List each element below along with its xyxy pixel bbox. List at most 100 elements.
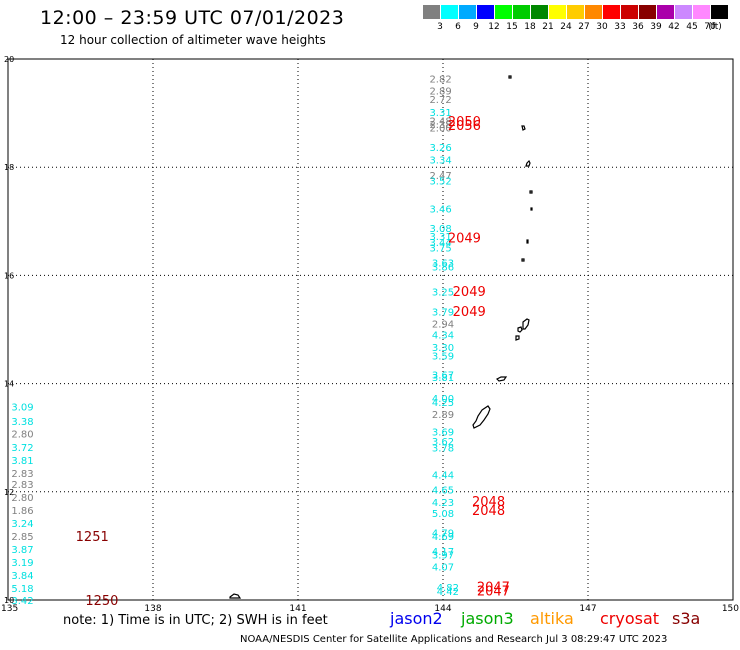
wave-height-label: 3.75 — [429, 243, 451, 254]
wave-height-label: 4.65 — [432, 486, 454, 497]
y-tick-label: 20 — [4, 55, 14, 64]
wave-height-label: 3.79 — [432, 308, 454, 319]
wave-height-label: 2.89 — [429, 86, 451, 97]
time-label: 2049 — [453, 285, 486, 300]
colorbar-label: 33 — [614, 22, 626, 32]
wave-height-label: 4.17 — [432, 547, 454, 558]
colorbar-swatch — [531, 5, 548, 19]
colorbar-label: 21 — [542, 22, 554, 32]
wave-height-label: 1.86 — [11, 506, 33, 517]
island-outline — [515, 335, 520, 341]
wave-height-label: 2.38 — [429, 120, 451, 131]
chart-title: 12:00 – 23:59 UTC 07/01/2023 — [40, 7, 345, 29]
island-outline — [229, 593, 242, 599]
wave-height-label: 4.25 — [432, 398, 454, 409]
wave-height-label: 3.08 — [429, 224, 451, 235]
colorbar-swatch — [423, 5, 440, 19]
x-tick-label: 141 — [289, 604, 306, 614]
time-label: 2048 — [472, 495, 505, 510]
colorbar-swatch — [477, 5, 494, 19]
colorbar-swatch — [567, 5, 584, 19]
island-outline — [495, 376, 508, 382]
wave-height-label: 3.38 — [11, 417, 33, 428]
time-label: 2049 — [448, 232, 481, 247]
colorbar-label: 45 — [686, 22, 698, 32]
wave-height-label: 3.34 — [429, 156, 451, 167]
wave-height-label: 2.85 — [11, 532, 33, 543]
time-label: 1251 — [76, 530, 109, 545]
wave-height-label: 3.84 — [11, 571, 33, 582]
wave-height-label: 3.97 — [432, 551, 454, 562]
wave-height-label: 2.94 — [432, 320, 454, 331]
colorbar-swatch — [585, 5, 602, 19]
wave-height-label: 3.46 — [429, 204, 451, 215]
colorbar-swatch — [549, 5, 566, 19]
satellite-jason2: jason2 — [390, 609, 443, 628]
colorbar-label: 3 — [437, 22, 443, 32]
colorbar-label: 27 — [578, 22, 590, 32]
land-outlines — [229, 75, 533, 599]
x-tick-label: 147 — [579, 604, 596, 614]
colorbar-swatch — [639, 5, 656, 19]
colorbar-swatch — [459, 5, 476, 19]
wave-height-label: 3.62 — [432, 437, 454, 448]
wave-height-label: 4.82 — [437, 583, 459, 594]
time-label: 1250 — [85, 594, 118, 609]
wave-height-label: 2.48 — [429, 117, 451, 128]
wave-height-label: 3.31 — [429, 232, 451, 243]
y-tick-label: 16 — [4, 271, 14, 280]
x-tick-label: 138 — [144, 604, 161, 614]
satellite-s3a: s3a — [672, 609, 701, 628]
time-label: 2047 — [477, 584, 510, 599]
wave-height-label: 3.69 — [432, 428, 454, 439]
y-tick-label: 12 — [4, 488, 14, 497]
wave-height-label: 2.82 — [429, 74, 451, 85]
time-label: 2056 — [448, 119, 481, 134]
island-outline — [522, 318, 530, 330]
wave-height-label: 3.30 — [432, 343, 454, 354]
wave-height-label: 3.67 — [432, 370, 454, 381]
wave-height-label: 3.42 — [11, 596, 33, 607]
wave-height-label: 4.07 — [432, 562, 454, 573]
colorbar-swatch — [603, 5, 620, 19]
wave-height-label: 2.80 — [11, 493, 33, 504]
wave-height-label: 3.81 — [432, 373, 454, 384]
y-tick-label: 14 — [4, 380, 14, 389]
time-label: 2047 — [477, 580, 510, 595]
x-tick-label: 135 — [1, 604, 18, 614]
wave-height-label: 2.80 — [11, 429, 33, 440]
island-outline — [517, 326, 523, 333]
wave-height-label: 3.78 — [432, 443, 454, 454]
wave-height-label: 3.81 — [11, 456, 33, 467]
island-outline — [521, 125, 526, 131]
satellite-altika: altika — [530, 609, 574, 628]
time-label: 2050 — [448, 115, 481, 130]
island-outline — [525, 159, 531, 167]
wave-height-label: 3.86 — [432, 263, 454, 274]
wave-height-label: 2.47 — [429, 171, 451, 182]
time-label: 2049 — [453, 305, 486, 320]
island-outline — [530, 207, 533, 211]
wave-height-label: 2.89 — [432, 410, 454, 421]
plot-frame — [7, 58, 734, 601]
x-tick-label: 150 — [722, 604, 739, 614]
colorbar-label: 36 — [632, 22, 644, 32]
wave-height-label: 4.79 — [432, 528, 454, 539]
wave-height-label: 5.18 — [11, 584, 33, 595]
colorbar-label: 42 — [668, 22, 680, 32]
colorbar-label: 9 — [473, 22, 479, 32]
wave-height-label: 3.26 — [429, 143, 451, 154]
colorbar-swatch — [675, 5, 692, 19]
colorbar-swatch — [711, 5, 728, 19]
colorbar-swatch — [495, 5, 512, 19]
x-tick-label: 144 — [434, 604, 451, 614]
satellite-cryosat: cryosat — [600, 609, 660, 628]
wave-height-label: 4.00 — [432, 394, 454, 405]
wave-height-label: 3.72 — [11, 443, 33, 454]
colorbar-swatch — [621, 5, 638, 19]
colorbar-label: (ft) — [708, 22, 722, 32]
y-tick-label: 10 — [4, 596, 14, 605]
wave-height-label: 3.25 — [432, 288, 454, 299]
island-outline — [521, 258, 525, 262]
